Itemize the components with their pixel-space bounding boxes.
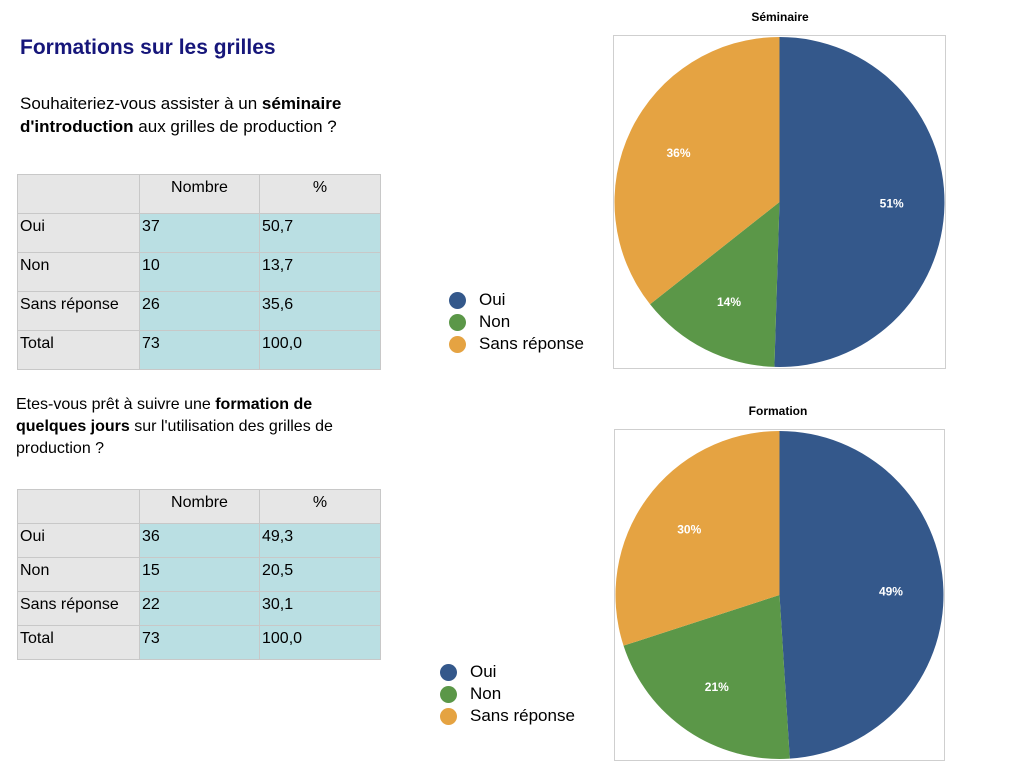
header-pct: % [259,174,381,214]
table-seminaire: Nombre % Oui 37 50,7 Non 10 13,7 Sans ré… [17,174,381,370]
table-formation: Nombre % Oui 36 49,3 Non 15 20,5 Sans ré… [17,489,381,660]
legend-swatch-oui [449,291,466,309]
row-pct: 100,0 [259,625,381,660]
table-row: Oui 36 49,3 [17,523,381,558]
pie-label-non: 21% [705,680,729,694]
chart-title-seminaire: Séminaire [751,10,809,24]
legend-label-non: Non [479,312,511,331]
header-nombre: Nombre [139,174,260,214]
pie-label-non: 14% [717,295,741,309]
pie-slice-sans-reponse [614,37,780,305]
legend-swatch-non [440,685,457,703]
legend-item-oui: Oui [440,661,575,683]
question-text-before: Souhaiteriez-vous assister à un [20,94,262,113]
row-pct: 50,7 [259,213,381,253]
pie-slice-non [623,595,790,759]
header-empty [17,489,140,524]
legend-label-oui: Oui [470,662,497,681]
question-text-after: aux grilles de production ? [133,117,337,136]
row-nombre: 73 [139,330,260,370]
row-nombre: 22 [139,591,260,626]
question-text-bold: séminaire d'introduction [20,94,342,136]
row-label: Sans réponse [17,291,140,331]
header-empty [17,174,140,214]
row-pct: 20,5 [259,557,381,592]
question-text-after: sur l'utilisation des grilles de product… [16,418,333,457]
table-row: Non 15 20,5 [17,557,381,592]
pie-chart-formation: 49% 21% 30% [614,429,945,761]
legend-swatch-sans-reponse [440,707,457,725]
table-header-row: Nombre % [17,174,381,214]
pie-label-oui: 51% [880,197,904,211]
pie-slice-sans-reponse [615,431,780,646]
pie-svg-formation: 49% 21% 30% [615,431,944,759]
legend-swatch-non [449,313,466,331]
header-nombre: Nombre [139,489,260,524]
pie-chart-seminaire: 51% 14% 36% [613,35,946,369]
row-label: Non [17,557,140,592]
legend-item-oui: Oui [449,289,584,311]
pie-label-sans-reponse: 30% [677,522,701,536]
question-text-bold: formation de quelques jours [16,396,313,435]
table-row: Non 10 13,7 [17,252,381,292]
legend-label-sans-reponse: Sans réponse [470,706,575,725]
legend-item-non: Non [440,683,575,705]
legend-label-sans-reponse: Sans réponse [479,334,584,353]
chart-title-formation: Formation [748,404,808,418]
row-pct: 13,7 [259,252,381,292]
row-nombre: 73 [139,625,260,660]
pie-label-oui: 49% [879,584,903,598]
legend-swatch-oui [440,663,457,681]
row-nombre: 15 [139,557,260,592]
table-row: Sans réponse 22 30,1 [17,591,381,626]
row-label: Total [17,330,140,370]
table-row: Total 73 100,0 [17,625,381,660]
row-label: Total [17,625,140,660]
row-label: Sans réponse [17,591,140,626]
row-nombre: 10 [139,252,260,292]
row-pct: 49,3 [259,523,381,558]
row-label: Oui [17,523,140,558]
table-row: Total 73 100,0 [17,330,381,370]
row-label: Oui [17,213,140,253]
header-pct: % [259,489,381,524]
pie-slice-oui [774,37,945,367]
legend-item-sans-reponse: Sans réponse [440,705,575,727]
legend-label-oui: Oui [479,290,506,309]
row-pct: 35,6 [259,291,381,331]
legend-formation: Oui Non Sans réponse [440,661,575,727]
pie-label-sans-reponse: 36% [667,146,691,160]
row-pct: 100,0 [259,330,381,370]
row-nombre: 36 [139,523,260,558]
question-text-before: Etes-vous prêt à suivre une [16,396,216,413]
legend-item-sans-reponse: Sans réponse [449,333,584,355]
question-seminaire: Souhaiteriez-vous assister à un séminair… [20,92,410,138]
pie-slice-non [650,202,780,367]
legend-label-non: Non [470,684,502,703]
legend-swatch-sans-reponse [449,335,466,353]
pie-slice-oui [779,431,944,759]
row-pct: 30,1 [259,591,381,626]
table-row: Sans réponse 26 35,6 [17,291,381,331]
legend-seminaire: Oui Non Sans réponse [449,289,584,355]
table-row: Oui 37 50,7 [17,213,381,253]
table-header-row: Nombre % [17,489,381,524]
row-label: Non [17,252,140,292]
page-title: Formations sur les grilles [20,36,276,59]
legend-item-non: Non [449,311,584,333]
pie-svg-seminaire: 51% 14% 36% [614,37,945,367]
row-nombre: 37 [139,213,260,253]
question-formation: Etes-vous prêt à suivre une formation de… [16,394,376,460]
row-nombre: 26 [139,291,260,331]
